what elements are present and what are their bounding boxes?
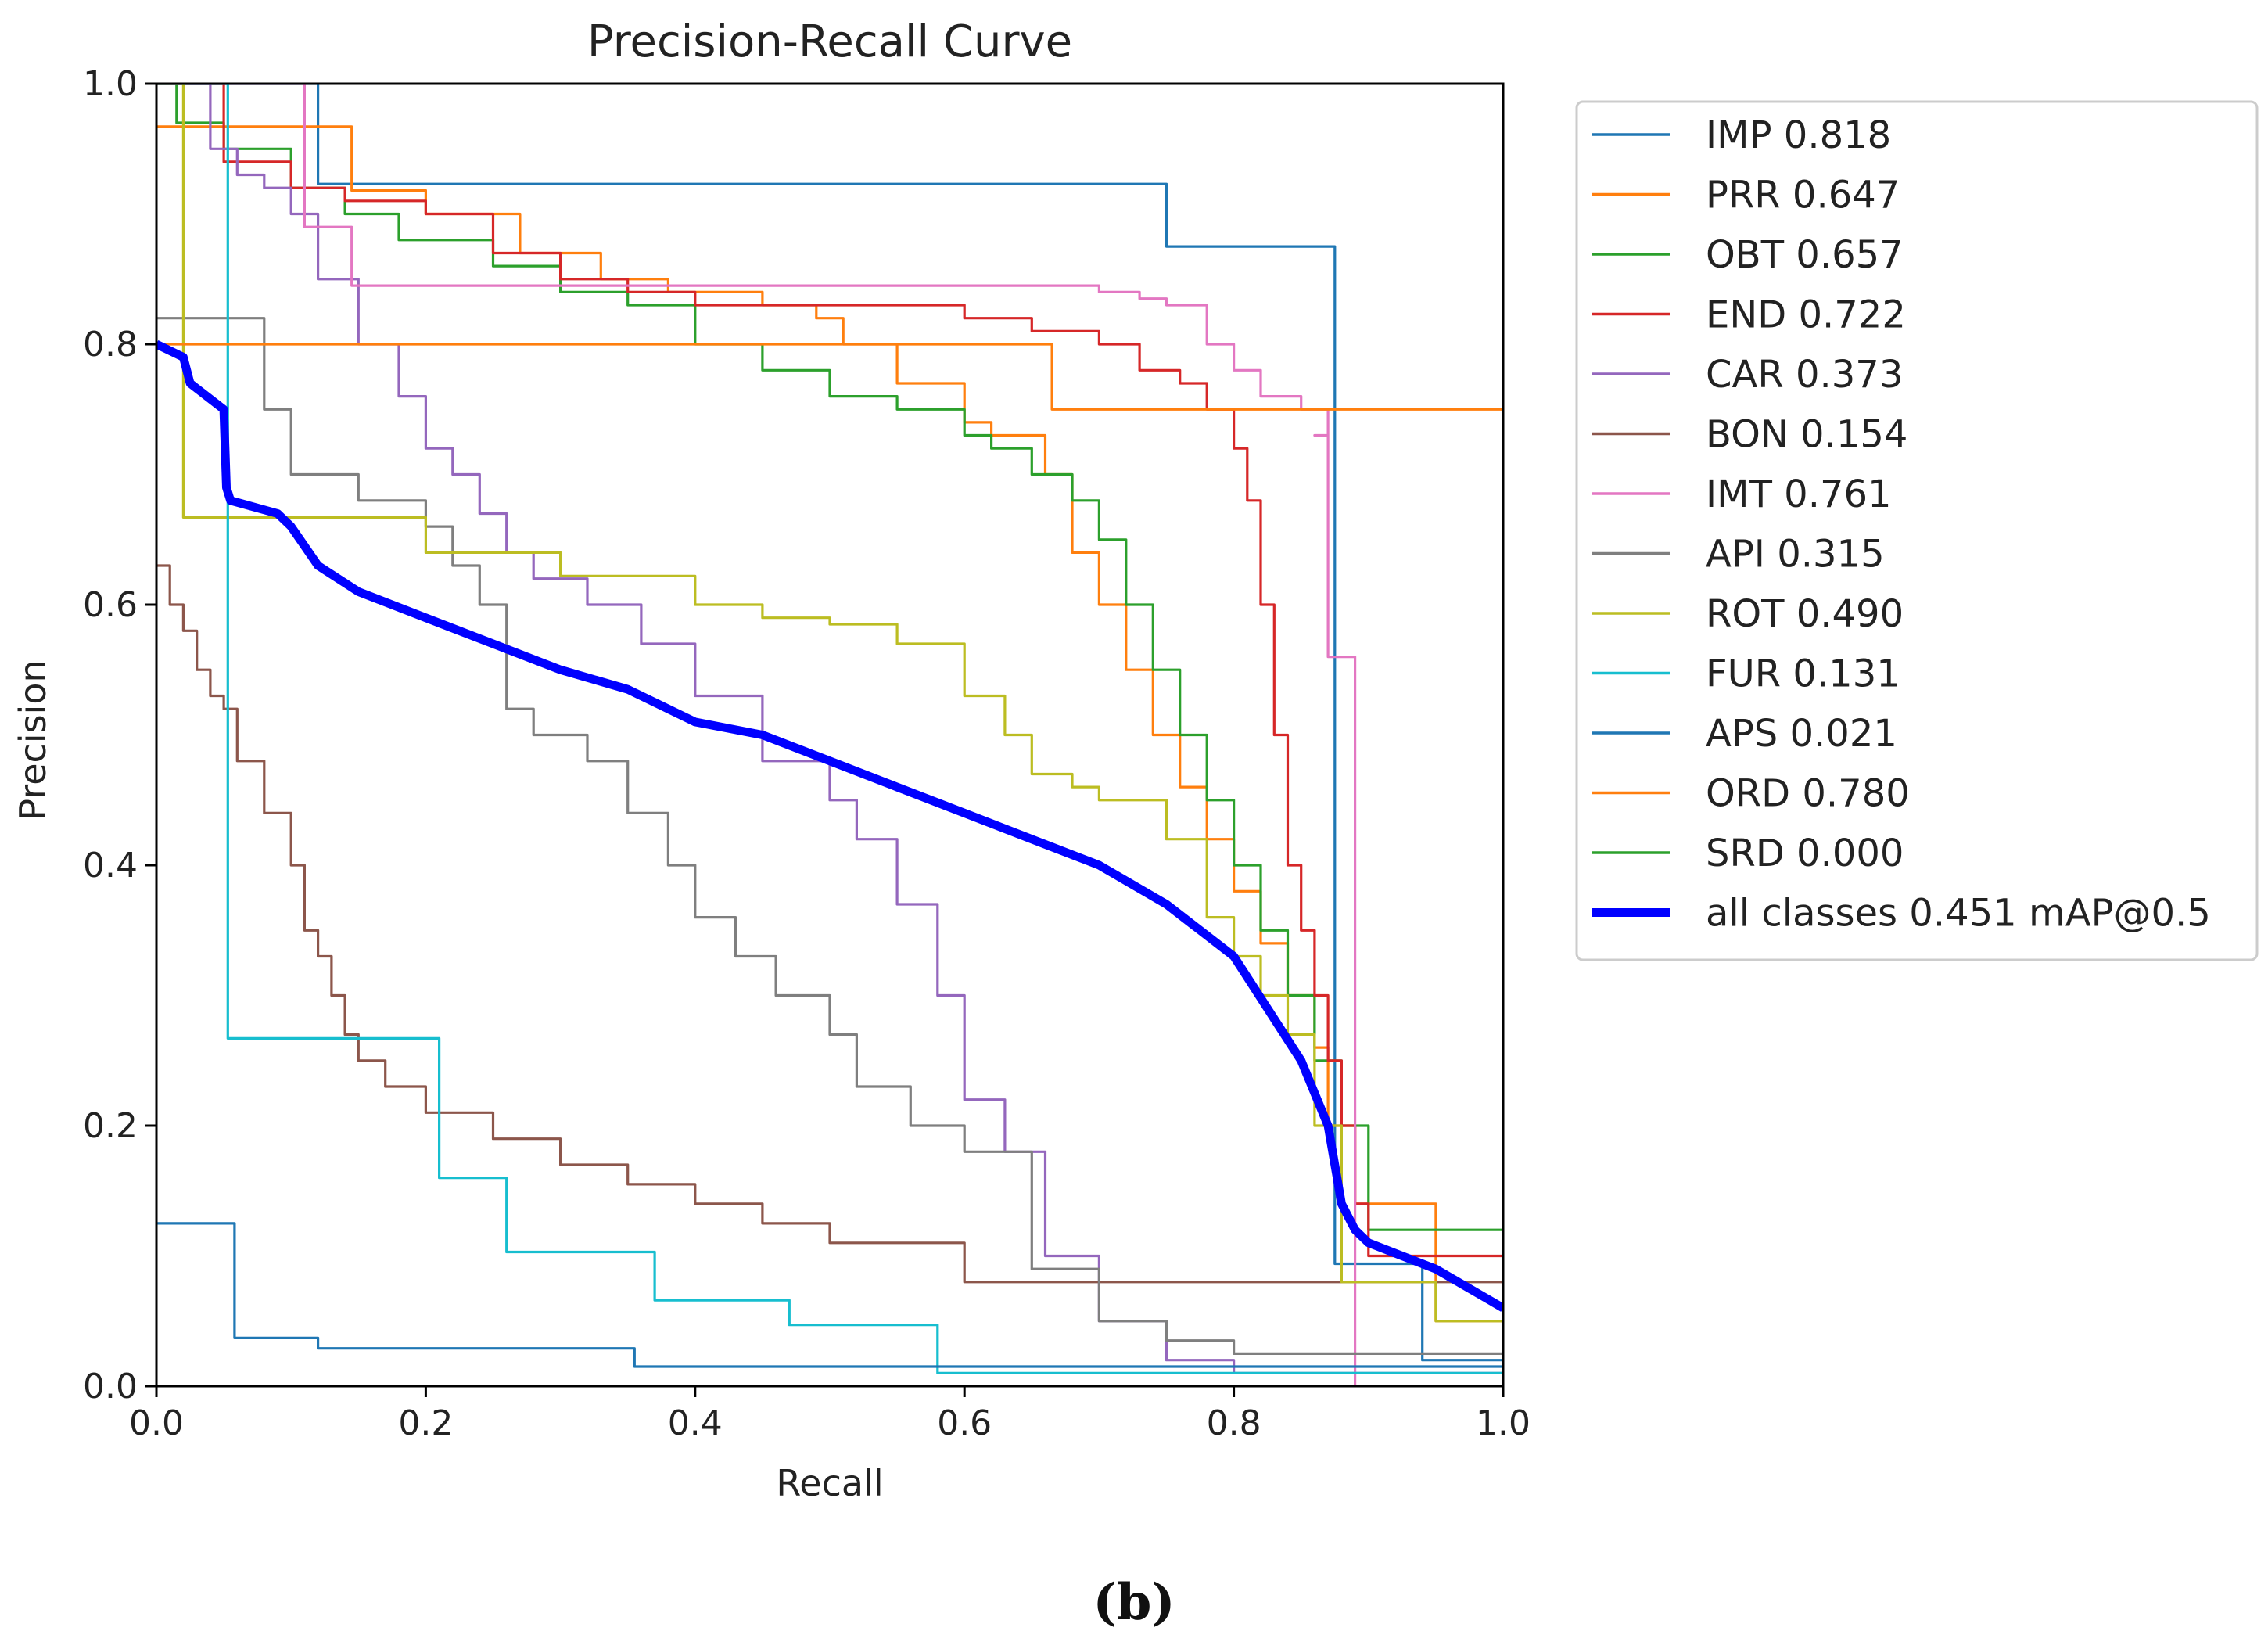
series-line-obt [156, 84, 1503, 1386]
legend-label: PRR 0.647 [1706, 174, 1900, 217]
series-line-bon [156, 564, 1503, 1386]
y-tick-label: 0.2 [83, 1106, 138, 1146]
legend-label: ROT 0.490 [1706, 592, 1904, 636]
series-line-end [156, 84, 1503, 1386]
y-tick-label: 0.8 [83, 325, 138, 365]
legend-label: IMT 0.761 [1706, 472, 1892, 516]
legend-label: BON 0.154 [1706, 413, 1907, 457]
legend-label: END 0.722 [1706, 293, 1906, 337]
y-axis-ticks: 0.0 0.2 0.4 0.6 0.8 1.0 [83, 64, 156, 1406]
legend-label: CAR 0.373 [1706, 353, 1903, 397]
figure-caption: (b) [1093, 1573, 1175, 1632]
plot-frame [155, 82, 1505, 1388]
legend-label: SRD 0.000 [1706, 832, 1904, 875]
y-tick-label: 1.0 [83, 64, 138, 104]
y-tick-label: 0.6 [83, 585, 138, 625]
legend-label: ORD 0.780 [1706, 772, 1910, 816]
x-tick-label: 1.0 [1476, 1403, 1531, 1443]
legend-label: FUR 0.131 [1706, 652, 1900, 696]
series-line-car [156, 84, 1503, 1386]
series-line-rot [156, 84, 1503, 1386]
series-line-aps [156, 1222, 1503, 1386]
legend-box [1575, 100, 2259, 961]
legend-label: all classes 0.451 mAP@0.5 [1706, 892, 2211, 936]
legend-label: APS 0.021 [1706, 712, 1897, 756]
legend-label: API 0.315 [1706, 533, 1885, 577]
x-axis-title: Recall [776, 1462, 883, 1504]
chart-title: Precision-Recall Curve [587, 16, 1072, 67]
y-tick-label: 0.4 [83, 846, 138, 886]
series-line-imt [156, 84, 1503, 1386]
plot-area [156, 84, 1503, 1386]
series-line-ord [156, 343, 1503, 1386]
series-line-imp [156, 84, 1503, 1386]
y-tick-label: 0.0 [83, 1367, 138, 1406]
x-tick-label: 0.6 [937, 1403, 992, 1443]
legend: IMP 0.818 PRR 0.647 OBT 0.657 END 0.722 CAR … [1575, 100, 2259, 961]
x-tick-label: 0.2 [398, 1403, 453, 1443]
x-tick-label: 0.8 [1207, 1403, 1261, 1443]
legend-label: IMP 0.818 [1706, 113, 1891, 157]
y-axis-title: Precision [12, 659, 54, 820]
x-tick-label: 0.0 [129, 1403, 184, 1443]
series-line-all [156, 340, 1503, 1312]
x-axis-ticks: 0.0 0.2 0.4 0.6 0.8 1.0 [129, 1386, 1531, 1443]
x-tick-label: 0.4 [668, 1403, 723, 1443]
series-line-fur [156, 84, 1503, 1386]
legend-label: OBT 0.657 [1706, 233, 1904, 277]
